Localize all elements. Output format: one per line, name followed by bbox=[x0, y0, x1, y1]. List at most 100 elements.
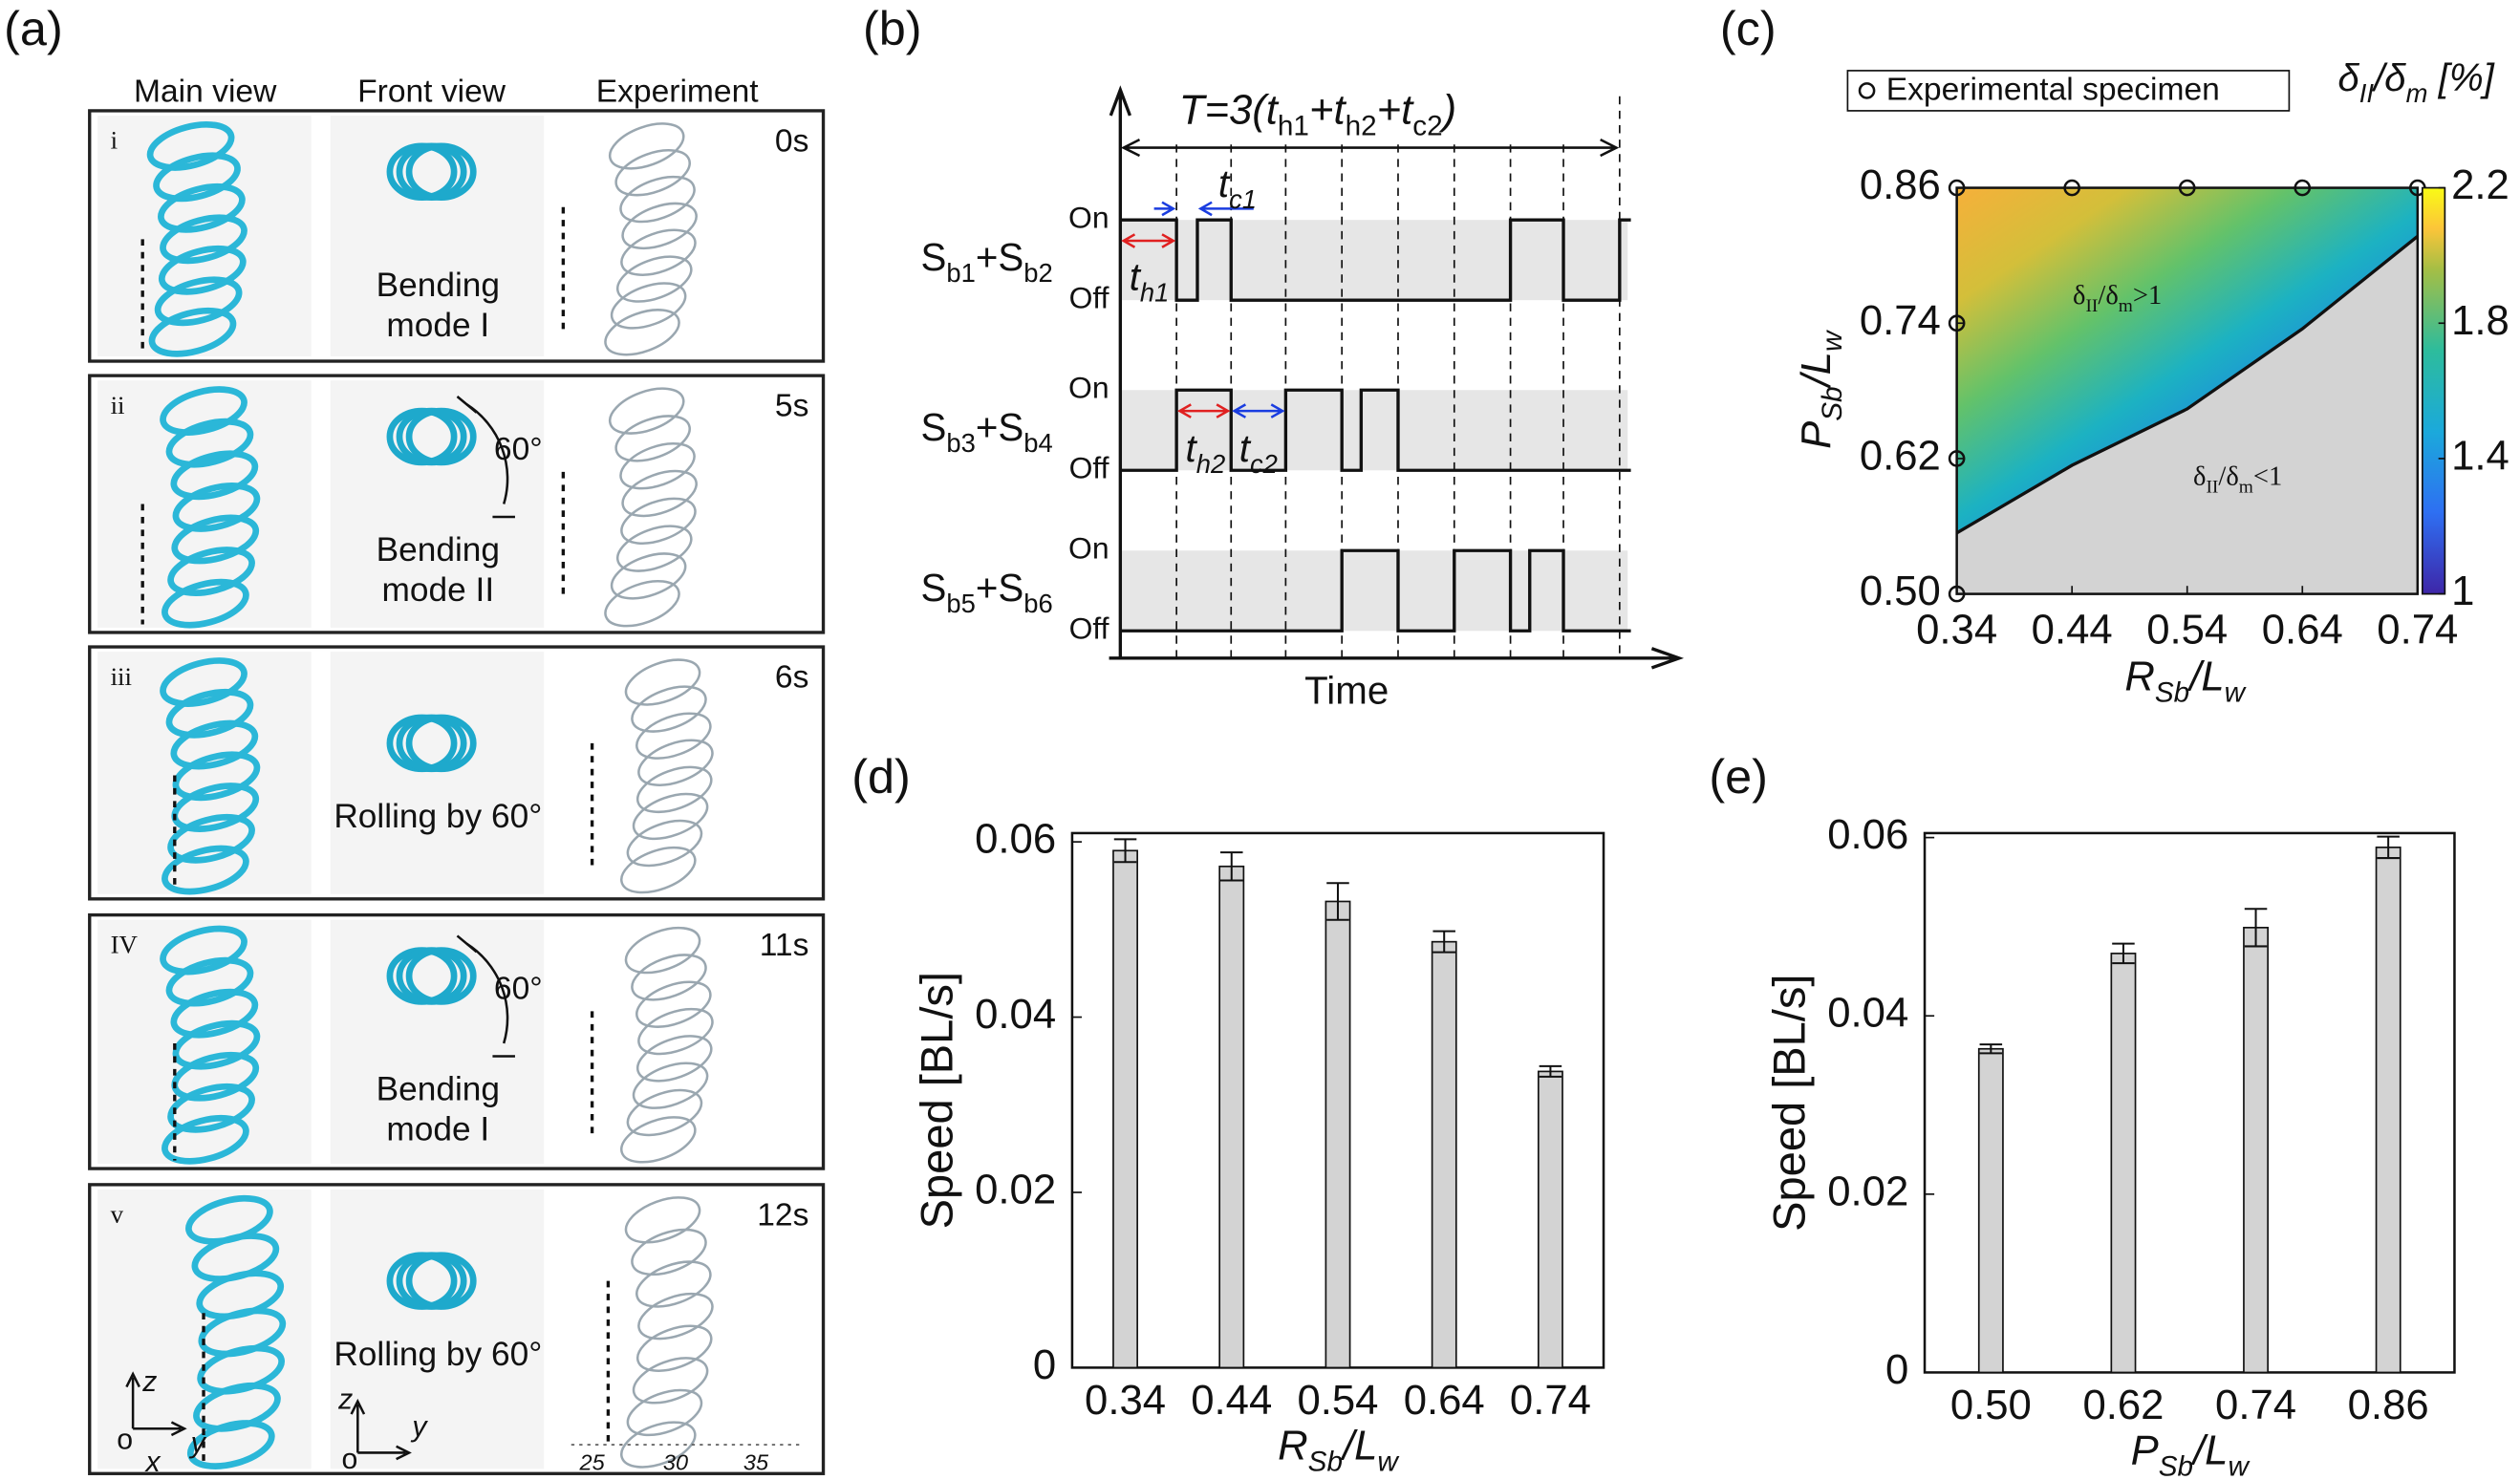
interval-label: th2 bbox=[1186, 426, 1226, 479]
ring bbox=[614, 149, 691, 197]
text-part: S bbox=[920, 405, 946, 449]
text-part: +t bbox=[1377, 86, 1415, 133]
bar bbox=[1218, 865, 1245, 1369]
text-part: <1 bbox=[2253, 461, 2282, 491]
waveform bbox=[1120, 388, 1631, 472]
row-index: ii bbox=[111, 391, 125, 419]
ring bbox=[162, 578, 249, 629]
ring bbox=[632, 1062, 709, 1109]
ring bbox=[619, 442, 696, 490]
ring bbox=[170, 450, 259, 501]
front-view-bg bbox=[330, 919, 545, 1165]
row-index: IV bbox=[111, 930, 139, 958]
bar bbox=[1112, 849, 1138, 1369]
text-part: h1 bbox=[1278, 111, 1309, 142]
experiment-image bbox=[620, 658, 714, 894]
angle-arc bbox=[465, 403, 509, 504]
ring bbox=[172, 1019, 261, 1070]
specimen-point bbox=[1948, 585, 1966, 603]
x-arrow bbox=[1109, 647, 1685, 670]
text-part: t bbox=[1186, 426, 1198, 470]
ring bbox=[165, 956, 254, 1007]
time-label: 5s bbox=[775, 389, 808, 424]
ring bbox=[624, 1196, 701, 1244]
panel-label: (e) bbox=[1709, 749, 1768, 804]
caption: mode I bbox=[386, 1111, 489, 1148]
ring bbox=[160, 386, 248, 436]
text-part: /δ bbox=[2218, 461, 2238, 491]
x-axis-label: RSb/Lw bbox=[1278, 1422, 1400, 1478]
coord-axes bbox=[350, 1398, 412, 1461]
interval-label: tc1 bbox=[1218, 161, 1257, 214]
front-view-image bbox=[386, 142, 477, 202]
th2-arrow bbox=[1176, 403, 1231, 418]
ring bbox=[637, 739, 714, 786]
y-tick-label: 0 bbox=[1885, 1346, 1908, 1393]
y-tick-label: 0.62 bbox=[1860, 432, 1941, 479]
ring bbox=[620, 497, 697, 545]
ring bbox=[158, 182, 246, 233]
y-axis-label: PSb/Lw bbox=[1793, 329, 1849, 449]
angle-label: 60° bbox=[494, 432, 543, 467]
caption: Bending bbox=[377, 1071, 500, 1108]
ring bbox=[608, 387, 685, 435]
ring bbox=[170, 988, 259, 1039]
ring bbox=[615, 255, 693, 303]
band bbox=[1120, 550, 1628, 632]
front-view-bg bbox=[330, 652, 545, 894]
colorbar-tick-label: 1.4 bbox=[2451, 432, 2509, 479]
text-part: R bbox=[2124, 653, 2155, 699]
waveform bbox=[1120, 548, 1631, 633]
ring bbox=[160, 657, 248, 707]
x-tick-label: 0.44 bbox=[1191, 1377, 1272, 1424]
caption: Rolling by 60° bbox=[334, 1336, 542, 1373]
ring bbox=[610, 282, 687, 330]
ring bbox=[405, 407, 477, 466]
text-part: P bbox=[1793, 421, 1840, 449]
text-part: t bbox=[1239, 426, 1252, 470]
ring bbox=[165, 418, 254, 468]
specimen-point bbox=[1948, 179, 1966, 197]
axis-letter: y bbox=[410, 1411, 428, 1443]
text-part: c1 bbox=[1229, 184, 1257, 214]
text-part: /L bbox=[1340, 1422, 1377, 1469]
error-bar bbox=[1220, 851, 1243, 882]
column-header: Front view bbox=[357, 74, 506, 109]
ring bbox=[615, 525, 693, 572]
error-bar bbox=[1979, 1043, 2003, 1055]
interval-label: th1 bbox=[1130, 254, 1170, 307]
y-tick-label: 0.02 bbox=[1827, 1168, 1908, 1214]
text-part: m bbox=[2406, 78, 2428, 108]
ring bbox=[620, 1421, 697, 1469]
time-label: 0s bbox=[775, 123, 808, 159]
x-tick-label: 0.54 bbox=[2146, 606, 2228, 653]
text-part: w bbox=[2228, 1451, 2251, 1480]
column-header: Experiment bbox=[596, 74, 760, 109]
specimen-point bbox=[2294, 179, 2312, 197]
x-tick-label: 0.34 bbox=[1085, 1377, 1166, 1424]
text-part: II bbox=[2085, 296, 2098, 316]
ring bbox=[604, 580, 680, 628]
region-label: δII/δm<1 bbox=[2193, 461, 2282, 497]
axis-letter: z bbox=[337, 1384, 353, 1416]
ring bbox=[635, 1260, 712, 1308]
main-view-image bbox=[160, 657, 261, 895]
ring bbox=[610, 552, 687, 600]
legend-marker bbox=[1858, 82, 1876, 99]
specimen-point bbox=[1948, 450, 1966, 467]
text-part: /δ bbox=[2371, 55, 2406, 99]
experiment-image bbox=[620, 1196, 714, 1469]
bar bbox=[2243, 927, 2269, 1374]
ring bbox=[171, 514, 260, 565]
x-tick-label: 0.50 bbox=[1950, 1382, 2032, 1428]
text-part: b6 bbox=[1023, 589, 1052, 618]
ring bbox=[626, 1088, 703, 1137]
x-tick-label: 0.74 bbox=[2215, 1382, 2296, 1428]
front-view-image bbox=[386, 407, 477, 466]
panel-label: (d) bbox=[851, 749, 911, 804]
text-part: II bbox=[2206, 478, 2218, 498]
y-tick-label: 0.50 bbox=[1860, 568, 1941, 614]
ring bbox=[631, 685, 707, 733]
x-tick-label: 0.54 bbox=[1297, 1377, 1378, 1424]
text-part: b3 bbox=[946, 428, 975, 458]
